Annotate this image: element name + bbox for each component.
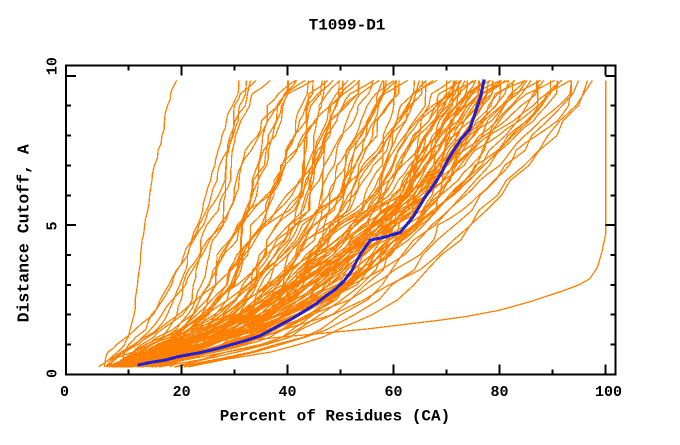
- svg-text:Percent of Residues (CA): Percent of Residues (CA): [220, 407, 450, 425]
- svg-text:0: 0: [60, 384, 69, 401]
- svg-text:20: 20: [173, 384, 191, 401]
- svg-text:80: 80: [490, 384, 508, 401]
- svg-text:Distance Cutoff, A: Distance Cutoff, A: [15, 144, 34, 322]
- svg-text:40: 40: [278, 384, 296, 401]
- svg-text:5: 5: [45, 221, 62, 230]
- svg-text:T1099-D1: T1099-D1: [309, 17, 386, 35]
- svg-text:100: 100: [595, 384, 622, 401]
- svg-text:10: 10: [45, 57, 62, 75]
- svg-text:60: 60: [384, 384, 402, 401]
- svg-text:0: 0: [45, 369, 62, 378]
